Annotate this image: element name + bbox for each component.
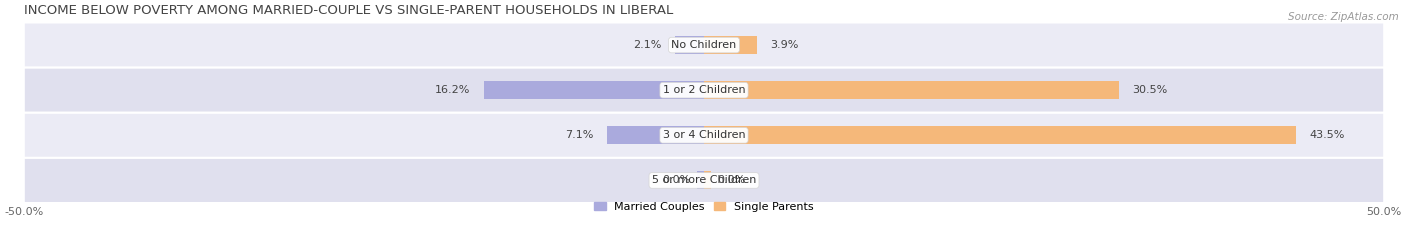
Bar — [704, 81, 1119, 99]
FancyBboxPatch shape — [24, 23, 1385, 68]
Text: Source: ZipAtlas.com: Source: ZipAtlas.com — [1288, 12, 1399, 22]
Text: 16.2%: 16.2% — [434, 85, 470, 95]
FancyBboxPatch shape — [24, 68, 1385, 113]
Text: 0.0%: 0.0% — [662, 175, 690, 185]
Bar — [697, 171, 704, 189]
Text: 3 or 4 Children: 3 or 4 Children — [662, 130, 745, 140]
Bar — [704, 126, 1296, 144]
Text: 43.5%: 43.5% — [1309, 130, 1344, 140]
Text: 7.1%: 7.1% — [565, 130, 593, 140]
Text: 30.5%: 30.5% — [1132, 85, 1168, 95]
Bar — [675, 36, 704, 54]
FancyBboxPatch shape — [24, 113, 1385, 158]
FancyBboxPatch shape — [24, 158, 1385, 203]
Text: No Children: No Children — [672, 40, 737, 50]
Text: 5 or more Children: 5 or more Children — [652, 175, 756, 185]
Legend: Married Couples, Single Parents: Married Couples, Single Parents — [595, 202, 814, 212]
Text: 2.1%: 2.1% — [634, 40, 662, 50]
Text: 1 or 2 Children: 1 or 2 Children — [662, 85, 745, 95]
Text: 0.0%: 0.0% — [717, 175, 745, 185]
Bar — [484, 81, 704, 99]
Bar — [704, 171, 711, 189]
Bar — [607, 126, 704, 144]
Text: 3.9%: 3.9% — [770, 40, 799, 50]
Bar — [704, 36, 756, 54]
Text: INCOME BELOW POVERTY AMONG MARRIED-COUPLE VS SINGLE-PARENT HOUSEHOLDS IN LIBERAL: INCOME BELOW POVERTY AMONG MARRIED-COUPL… — [24, 4, 673, 17]
